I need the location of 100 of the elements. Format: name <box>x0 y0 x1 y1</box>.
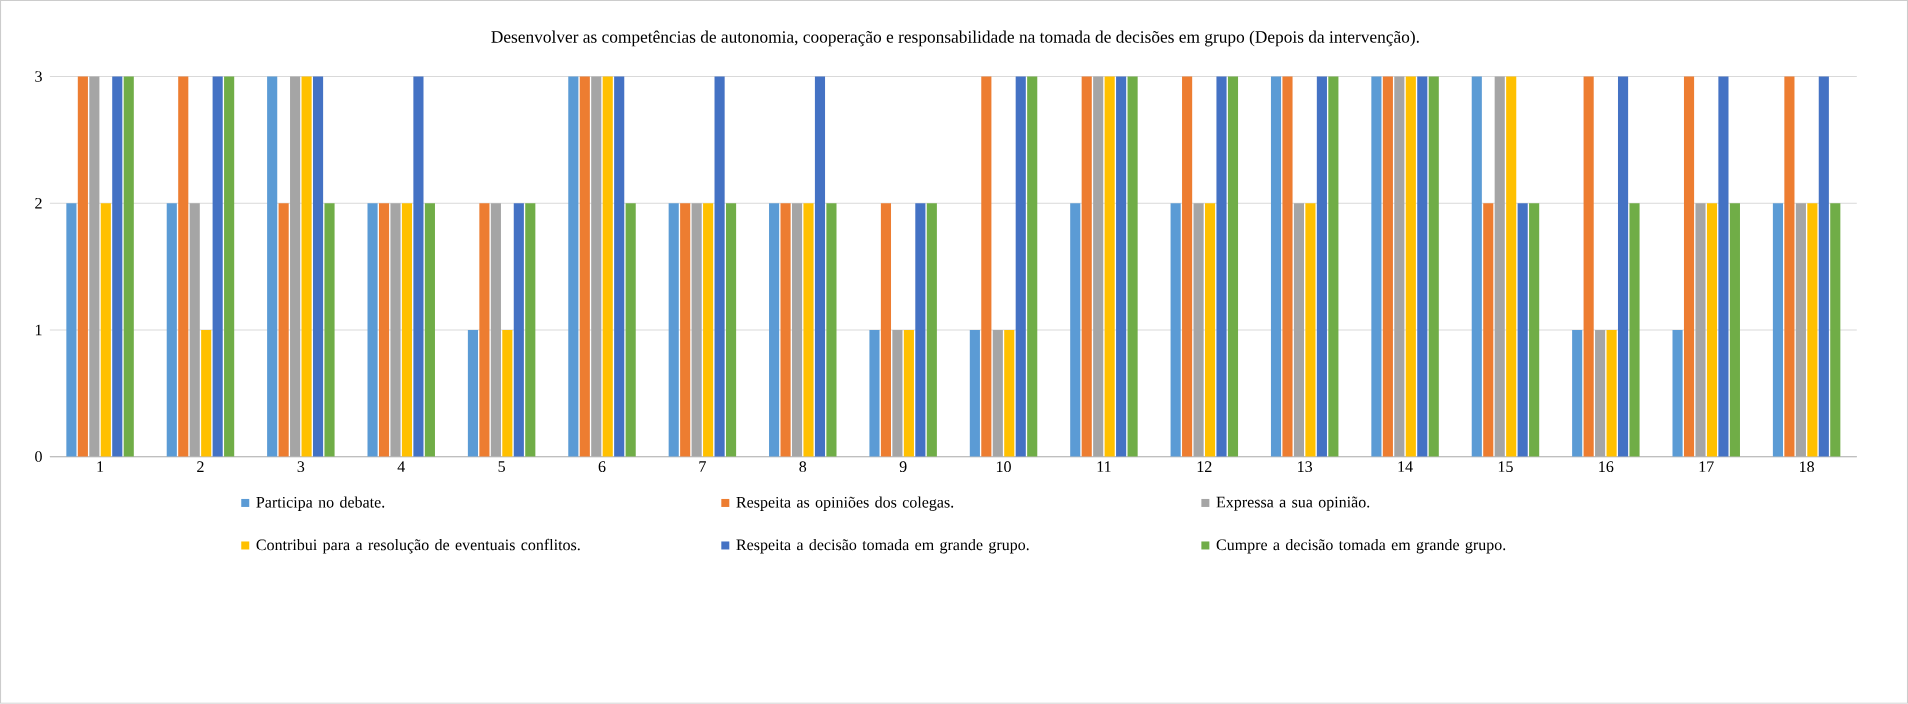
bar <box>1216 76 1227 457</box>
x-tick-label: 6 <box>598 461 606 473</box>
bar <box>390 203 401 457</box>
bar <box>1093 76 1104 457</box>
y-tick-label: 3 <box>35 71 42 82</box>
bar <box>1193 203 1204 457</box>
bar <box>1316 76 1327 457</box>
x-tick-label: 3 <box>297 461 305 473</box>
bar <box>189 203 200 457</box>
legend-label: Respeita a decisão tomada em grande grupo. <box>736 539 1029 554</box>
bar <box>1629 203 1640 457</box>
bar <box>1772 203 1784 457</box>
chart-title: Desenvolver as competências de autonomia, cooperação e responsabilidade na tomada de decisões em grupo (Depois da intervenção). <box>491 30 1419 47</box>
legend-label: Participa no debate. <box>256 496 385 511</box>
x-tick-label: 18 <box>1800 461 1814 473</box>
bar <box>100 203 111 457</box>
bar <box>668 203 679 457</box>
bar <box>1729 203 1740 457</box>
bar <box>479 203 490 457</box>
x-tick-label: 11 <box>1097 461 1111 472</box>
bar <box>1807 203 1818 457</box>
bar <box>378 203 390 457</box>
bar <box>278 203 289 457</box>
bar <box>1529 203 1540 457</box>
y-tick-label: 2 <box>35 198 42 209</box>
legend-label: Cumpre a decisão tomada em grande grupo. <box>1216 539 1506 554</box>
bar <box>1305 203 1316 457</box>
x-tick-label: 12 <box>1197 461 1212 472</box>
bar <box>1417 76 1428 457</box>
bar <box>1606 329 1617 457</box>
bar <box>703 203 714 457</box>
bar <box>401 203 413 457</box>
bar <box>1104 76 1115 457</box>
bar <box>1706 203 1718 457</box>
y-tick-label: 1 <box>35 324 42 336</box>
bar <box>66 203 77 457</box>
bar <box>1382 76 1393 457</box>
x-tick-label: 8 <box>799 461 807 473</box>
bar <box>490 203 501 457</box>
bar <box>1394 76 1405 457</box>
bar <box>1617 76 1629 457</box>
bar <box>892 329 903 457</box>
bar <box>1695 203 1706 457</box>
bar <box>1405 76 1416 457</box>
bar <box>1293 203 1305 457</box>
bar <box>780 203 791 457</box>
x-tick-label: 16 <box>1599 461 1614 473</box>
bar <box>424 203 435 457</box>
x-tick-label: 14 <box>1398 461 1413 472</box>
x-tick-label: 4 <box>397 461 405 472</box>
bar <box>625 203 636 457</box>
bar <box>680 203 691 457</box>
x-tick-label: 13 <box>1298 461 1313 473</box>
bar <box>1572 329 1583 457</box>
bar <box>89 76 100 457</box>
bar <box>178 76 189 457</box>
bar <box>1116 76 1127 457</box>
bar <box>814 76 826 457</box>
bar <box>502 329 513 457</box>
bar <box>1583 76 1594 457</box>
bar <box>267 76 278 457</box>
bar <box>1127 76 1138 457</box>
bar <box>367 203 378 457</box>
bar <box>77 76 88 457</box>
bar <box>212 76 223 457</box>
bar <box>1494 76 1505 457</box>
bar <box>1471 76 1482 457</box>
bar <box>1718 76 1729 457</box>
bar <box>301 76 312 457</box>
bar <box>312 76 324 457</box>
bar <box>714 76 725 457</box>
x-tick-label: 5 <box>498 461 505 473</box>
x-tick-label: 15 <box>1498 461 1513 473</box>
bar <box>915 203 926 457</box>
bar <box>1818 76 1829 457</box>
bar <box>691 203 702 457</box>
bar <box>166 203 177 457</box>
y-tick-label: 0 <box>35 451 42 463</box>
bar <box>791 203 803 457</box>
x-tick-label: 7 <box>699 461 706 472</box>
bar <box>1282 76 1293 457</box>
bar <box>290 76 301 457</box>
bar <box>224 76 235 457</box>
bar <box>602 76 613 457</box>
bar <box>725 203 737 457</box>
bar <box>903 329 914 457</box>
bar <box>1270 76 1282 457</box>
bar <box>1672 329 1683 457</box>
legend-label: Contribui para a resolução de eventuais conflitos. <box>256 538 580 554</box>
bar <box>614 76 625 457</box>
bar <box>467 329 479 457</box>
bar <box>992 329 1003 457</box>
bar <box>1483 203 1494 457</box>
bar <box>413 76 424 457</box>
bar <box>513 203 524 457</box>
x-tick-label: 17 <box>1699 461 1714 472</box>
bar <box>1506 76 1517 457</box>
bar <box>1204 203 1216 457</box>
bar <box>1015 76 1026 457</box>
x-tick-label: 10 <box>996 461 1011 473</box>
